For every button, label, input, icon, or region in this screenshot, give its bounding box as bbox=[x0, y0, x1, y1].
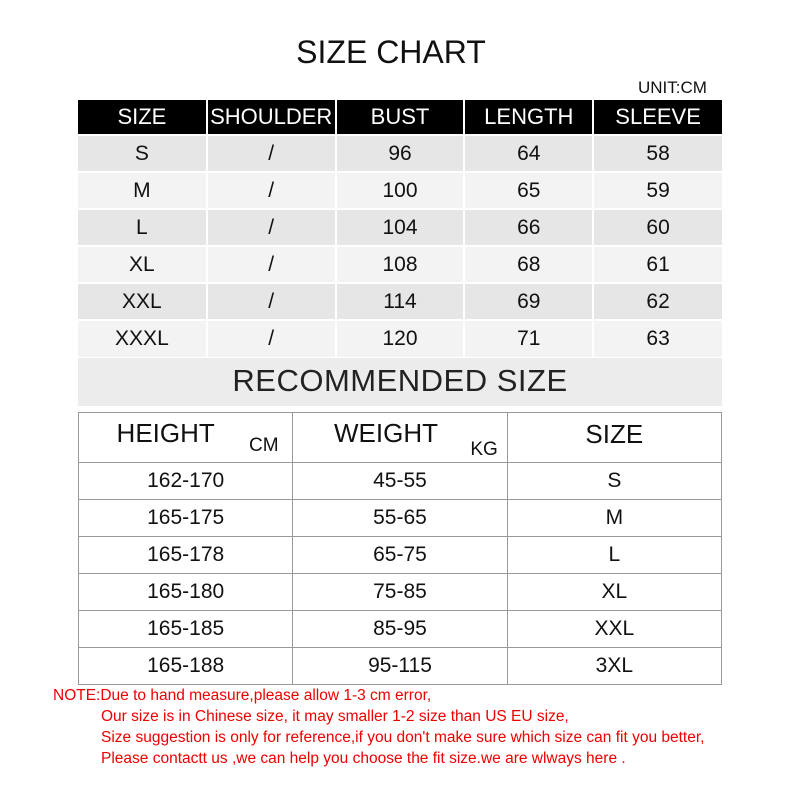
cell-size: M bbox=[78, 171, 208, 209]
cell-weight: 95-115 bbox=[292, 647, 508, 685]
cell-shoulder: / bbox=[206, 134, 337, 172]
note-line: NOTE:Due to hand measure,please allow 1-… bbox=[53, 687, 432, 704]
cell-shoulder: / bbox=[206, 171, 337, 209]
cell-size: S bbox=[78, 134, 208, 172]
recommended-size-title: RECOMMENDED SIZE bbox=[78, 358, 722, 406]
cell-weight: 65-75 bbox=[292, 536, 508, 574]
cell-bust: 100 bbox=[335, 171, 466, 209]
cell-size: L bbox=[78, 208, 208, 246]
note-line: Our size is in Chinese size, it may smal… bbox=[101, 708, 569, 725]
cell-size: XXXL bbox=[78, 319, 208, 357]
table-row: M/100 65 59 bbox=[78, 171, 722, 209]
note-line: Please contactt us ,we can help you choo… bbox=[101, 750, 626, 767]
cell-bust: 108 bbox=[335, 245, 466, 283]
unit-label: UNIT:CM bbox=[638, 78, 707, 97]
table-row: 165-188 95-115 3XL bbox=[77, 647, 723, 685]
cell-weight: 45-55 bbox=[292, 462, 508, 500]
cell-height: 162-170 bbox=[77, 462, 294, 500]
table-header-row: SIZE SHOULDER BUST LENGTH SLEEVE bbox=[78, 100, 722, 135]
cell-weight: 85-95 bbox=[292, 610, 508, 648]
header-size: SIZE bbox=[78, 100, 208, 135]
cell-length: 68 bbox=[464, 245, 595, 283]
weight-label: WEIGHT bbox=[333, 418, 438, 448]
height-label: HEIGHT bbox=[116, 418, 215, 448]
table-row: XL/108 68 61 bbox=[78, 245, 722, 283]
cell-shoulder: / bbox=[206, 319, 337, 357]
table-row: 165-180 75-85 XL bbox=[77, 573, 723, 611]
cell-height: 165-175 bbox=[77, 499, 294, 537]
table-row: L/104 66 60 bbox=[78, 208, 722, 246]
cell-size: 3XL bbox=[506, 647, 723, 685]
page-title: SIZE CHART bbox=[296, 34, 486, 70]
cell-sleeve: 62 bbox=[593, 282, 722, 320]
cell-sleeve: 60 bbox=[593, 208, 722, 246]
header-shoulder: SHOULDER bbox=[206, 100, 337, 135]
cell-size: S bbox=[506, 462, 723, 500]
header-bust: BUST bbox=[335, 100, 466, 135]
table-row: S/96 64 58 bbox=[78, 134, 722, 172]
cell-size: XXL bbox=[506, 610, 723, 648]
cell-shoulder: / bbox=[206, 282, 337, 320]
cell-height: 165-180 bbox=[77, 573, 294, 611]
cell-length: 66 bbox=[464, 208, 595, 246]
cell-bust: 120 bbox=[335, 319, 466, 357]
cell-shoulder: / bbox=[206, 245, 337, 283]
table-row: 162-170 45-55 S bbox=[77, 462, 723, 500]
header-size: SIZE bbox=[506, 412, 723, 463]
table-row: 165-175 55-65 M bbox=[77, 499, 723, 537]
cell-weight: 55-65 bbox=[292, 499, 508, 537]
cell-length: 65 bbox=[464, 171, 595, 209]
header-weight: WEIGHT KG bbox=[292, 412, 508, 463]
cell-size: M bbox=[506, 499, 723, 537]
cell-sleeve: 58 bbox=[593, 134, 722, 172]
cell-shoulder: / bbox=[206, 208, 337, 246]
table-row: 165-178 65-75 L bbox=[77, 536, 723, 574]
header-sleeve: SLEEVE bbox=[593, 100, 722, 135]
header-height: HEIGHT CM bbox=[77, 412, 294, 463]
cell-sleeve: 63 bbox=[593, 319, 722, 357]
cell-weight: 75-85 bbox=[292, 573, 508, 611]
cell-bust: 114 bbox=[335, 282, 466, 320]
note-line: Size suggestion is only for reference,if… bbox=[101, 729, 705, 746]
note-text: NOTE:Due to hand measure,please allow 1-… bbox=[53, 685, 704, 769]
size-chart-table: SIZE SHOULDER BUST LENGTH SLEEVE S/96 64 5… bbox=[78, 100, 722, 357]
cell-size: L bbox=[506, 536, 723, 574]
cell-length: 69 bbox=[464, 282, 595, 320]
cell-height: 165-185 bbox=[77, 610, 294, 648]
cell-size: XXL bbox=[78, 282, 208, 320]
cell-bust: 96 bbox=[335, 134, 466, 172]
recommended-size-table: HEIGHT CM WEIGHT KG SIZE 162-170 45-55 S 165-… bbox=[77, 412, 723, 685]
cell-height: 165-178 bbox=[77, 536, 294, 574]
height-unit: CM bbox=[249, 435, 279, 456]
weight-unit: KG bbox=[470, 439, 498, 460]
cell-length: 64 bbox=[464, 134, 595, 172]
cell-size: XL bbox=[78, 245, 208, 283]
table-row: XXL/114 69 62 bbox=[78, 282, 722, 320]
table-header-row: HEIGHT CM WEIGHT KG SIZE bbox=[77, 412, 723, 463]
header-length: LENGTH bbox=[464, 100, 595, 135]
cell-height: 165-188 bbox=[77, 647, 294, 685]
cell-sleeve: 59 bbox=[593, 171, 722, 209]
cell-length: 71 bbox=[464, 319, 595, 357]
cell-bust: 104 bbox=[335, 208, 466, 246]
table-row: XXXL/120 71 63 bbox=[78, 319, 722, 357]
table-row: 165-185 85-95 XXL bbox=[77, 610, 723, 648]
cell-size: XL bbox=[506, 573, 723, 611]
cell-sleeve: 61 bbox=[593, 245, 722, 283]
